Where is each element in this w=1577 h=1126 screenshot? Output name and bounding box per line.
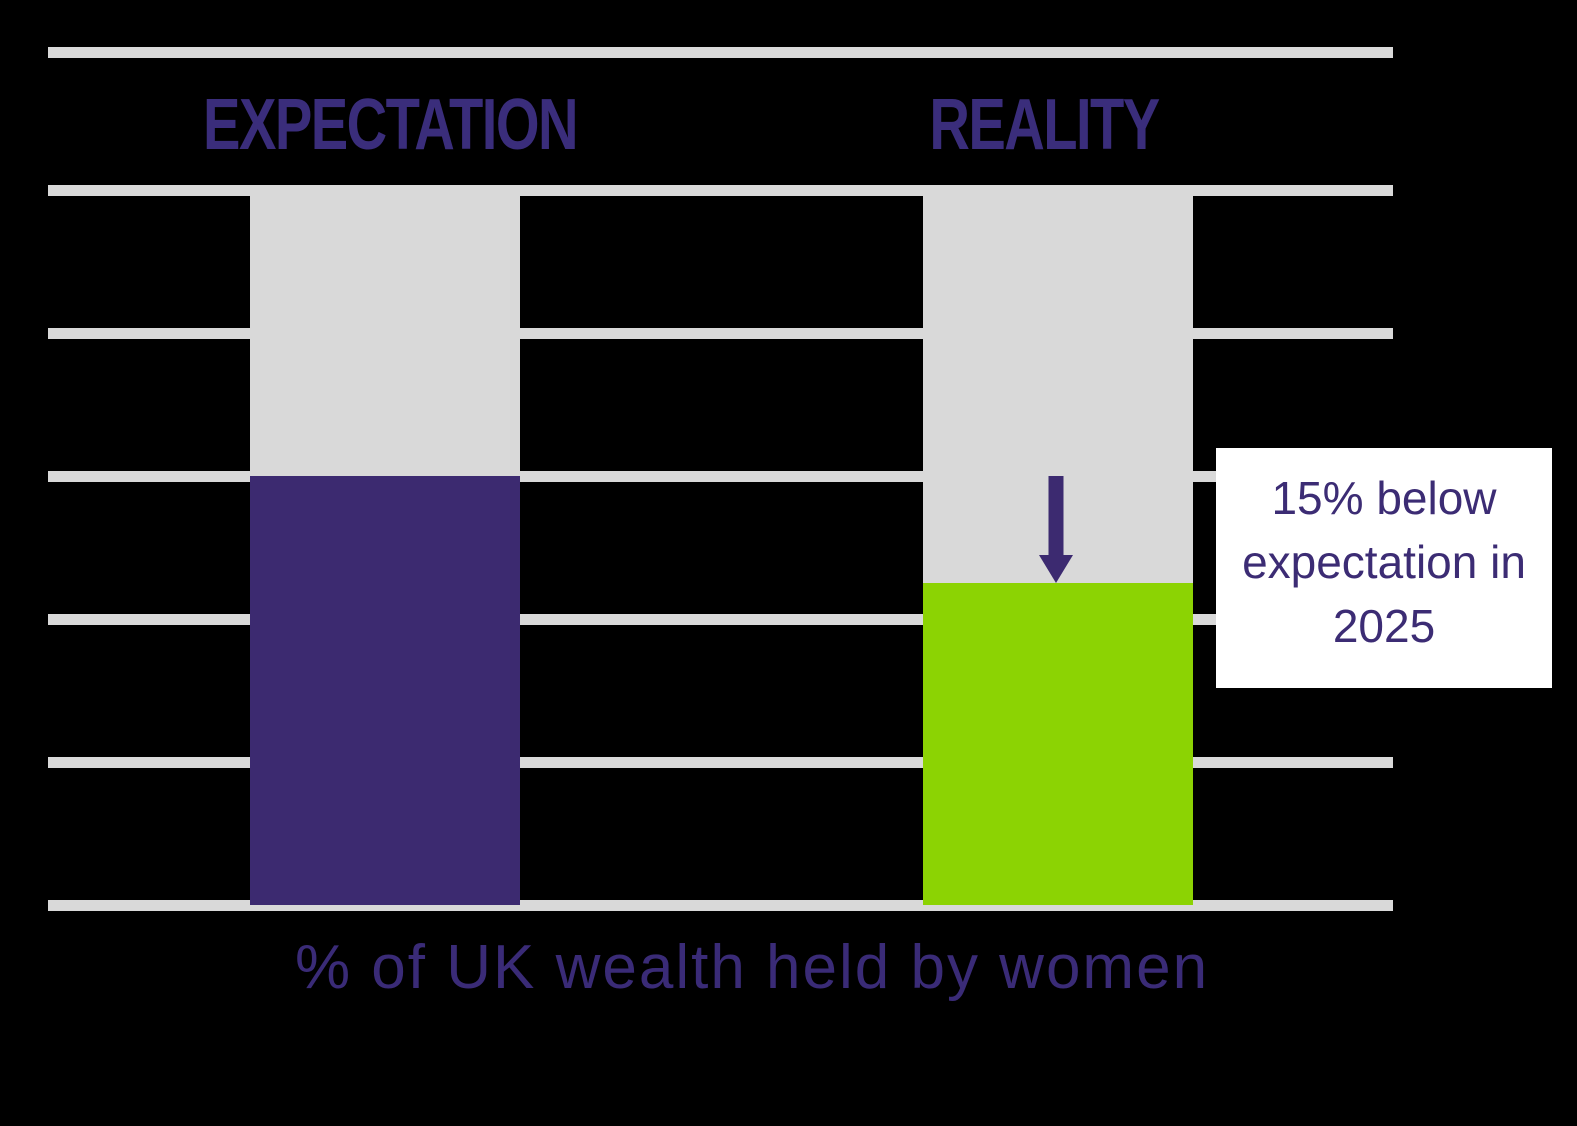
down-arrow-head (1039, 555, 1073, 584)
gridline (48, 613, 1393, 625)
expectation-bar (250, 476, 520, 905)
down-arrow-icon (1039, 476, 1073, 584)
down-arrow-shaft (1048, 476, 1064, 558)
reality-label: REALITY (929, 85, 1160, 165)
gridline (48, 756, 1393, 768)
annotation-box: 15% below expectation in 2025 (1216, 448, 1552, 688)
chart-caption: % of UK wealth held by women (294, 933, 1210, 1002)
expectation-label: EXPECTATION (203, 85, 578, 165)
gridline (48, 47, 1393, 58)
annotation-line: expectation in (1242, 536, 1526, 588)
reality-bar (923, 583, 1193, 905)
gridline (48, 470, 1393, 482)
gridline (48, 899, 1393, 911)
annotation-line: 2025 (1332, 600, 1436, 652)
annotation-line: 15% below (1271, 472, 1497, 524)
gridline (48, 327, 1393, 339)
gridline (48, 184, 1393, 196)
